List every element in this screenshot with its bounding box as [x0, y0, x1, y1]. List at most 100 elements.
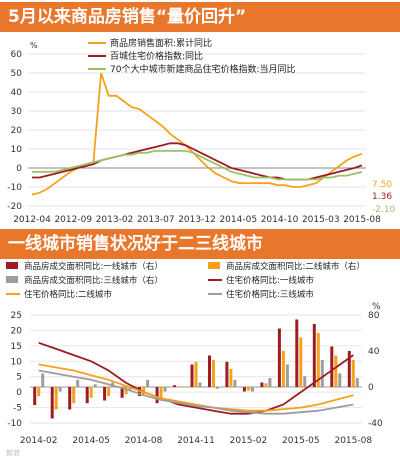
series-line	[31, 72, 363, 196]
bar	[37, 387, 41, 396]
bar	[268, 378, 272, 387]
x-tick-label: 2015-08	[343, 215, 381, 225]
legend-label: 住宅价格同比:一线城市	[226, 275, 314, 286]
bar	[351, 360, 355, 387]
series-end-labels: 7.50 1.36 -2.10	[372, 180, 396, 215]
bar	[181, 387, 184, 388]
x-tick-label: 2013-12	[178, 215, 216, 225]
bar	[320, 360, 324, 387]
bar	[41, 373, 45, 387]
bar	[190, 364, 194, 387]
left-y-tick-label: 15	[11, 342, 22, 352]
legend-label: 商品房成交面积同比:二线城市（右）	[226, 261, 365, 272]
bar	[216, 387, 219, 389]
series-line	[38, 369, 354, 415]
x-tick-label: 2014-08	[125, 436, 163, 446]
bar	[198, 382, 202, 387]
legend: 商品房成交面积同比:一线城市（右） 商品房成交面积同比:二线城市（右） 商品房成交面…	[6, 261, 365, 300]
legend-label: 住宅价格同比:二线城市	[24, 289, 112, 300]
left-y-tick-label: 5	[16, 373, 22, 383]
end-label: 7.50	[372, 180, 392, 190]
bar	[194, 361, 198, 387]
bar	[85, 387, 89, 404]
x-tick-labels: 2014-02 2014-05 2014-08 2014-11 2015-02 2015-…	[20, 436, 372, 446]
x-tick-label: 2014-10	[261, 215, 299, 225]
x-tick-label: 2012-04	[13, 215, 51, 225]
bar	[50, 387, 54, 419]
series-lines	[38, 341, 354, 415]
x-tick-label: 2014-02	[20, 436, 58, 446]
bar	[124, 387, 128, 395]
x-tick-label: 2015-02	[230, 436, 268, 446]
chart-title-bottom: 一线城市销售状况好于二三线城市	[0, 229, 400, 259]
series-line	[32, 150, 363, 181]
bar	[72, 387, 76, 404]
y-tick-label: 40	[11, 88, 23, 98]
bar	[68, 387, 72, 410]
end-label: 1.36	[372, 192, 392, 202]
legend-label: 百城住宅价格指数:同比	[110, 50, 203, 62]
bar	[233, 379, 237, 387]
x-tick-label: 2015-03	[302, 215, 340, 225]
x-tick-labels: 2012-04 2012-09 2013-02 2013-07 2013-12 2014-…	[13, 215, 381, 225]
bar	[229, 369, 233, 387]
end-label: -2.10	[372, 205, 396, 215]
bar	[225, 361, 229, 387]
series-lines	[31, 72, 363, 196]
chart-title-top: 5月以来商品房销售“量价回升”	[0, 2, 400, 32]
left-y-tick-label: 0	[16, 388, 22, 398]
left-y-tick-label: -10	[7, 419, 22, 429]
right-y-tick-label: 80	[368, 311, 380, 321]
bar	[260, 382, 264, 387]
left-y-tick-label: 20	[11, 326, 23, 336]
x-tick-label: 2014-05	[219, 215, 257, 225]
right-y-tick-label: -40	[368, 419, 383, 429]
legend-swatch	[6, 262, 18, 269]
bar	[142, 387, 146, 395]
left-y-tick-label: 10	[11, 357, 23, 367]
bar	[295, 319, 299, 387]
y-tick-label: 60	[11, 50, 23, 60]
bar	[120, 387, 124, 398]
bar	[93, 384, 97, 387]
legend-label: 商品房成交面积同比:一线城市（右）	[24, 261, 163, 272]
bar	[277, 328, 281, 387]
left-y-tick-label: -5	[13, 404, 22, 414]
y-axis-unit: %	[30, 41, 38, 50]
legend: 商品房销售面积:累计同比百城住宅价格指数:同比70个大中城市新建商品住宅价格指数…	[88, 37, 296, 75]
bar	[299, 337, 303, 387]
bar	[177, 386, 180, 387]
legend-label: 商品房销售面积:累计同比	[110, 37, 212, 49]
y-tick-label: -10	[7, 183, 22, 193]
left-y-tick-labels: -10 -5 0 5 10 15 20 25	[7, 311, 22, 429]
bar	[159, 387, 163, 398]
bar	[89, 387, 93, 398]
bar	[163, 387, 167, 392]
left-y-tick-label: 25	[11, 311, 22, 321]
bar	[173, 385, 176, 387]
series-line	[38, 363, 354, 412]
bar	[338, 373, 342, 387]
bar	[334, 355, 338, 387]
y-tick-label: 10	[11, 145, 23, 155]
bar	[330, 346, 334, 387]
x-tick-label: 2013-07	[137, 215, 175, 225]
x-tick-label: 2012-09	[54, 215, 92, 225]
right-y-tick-label: 0	[368, 383, 374, 393]
bar	[281, 351, 285, 387]
x-tick-label: 2015-08	[334, 436, 372, 446]
bar	[107, 387, 111, 396]
bar	[303, 376, 307, 387]
bar	[242, 387, 246, 392]
y-tick-label: 30	[11, 107, 23, 117]
bar	[146, 379, 150, 387]
bar	[347, 351, 351, 387]
bar	[250, 387, 254, 392]
bar	[33, 387, 37, 405]
y-tick-label: 20	[11, 126, 23, 136]
legend-swatch	[208, 262, 220, 269]
bars	[33, 319, 359, 419]
y-tick-label: -20	[7, 202, 22, 212]
watermark-text: 新浪	[6, 448, 20, 457]
